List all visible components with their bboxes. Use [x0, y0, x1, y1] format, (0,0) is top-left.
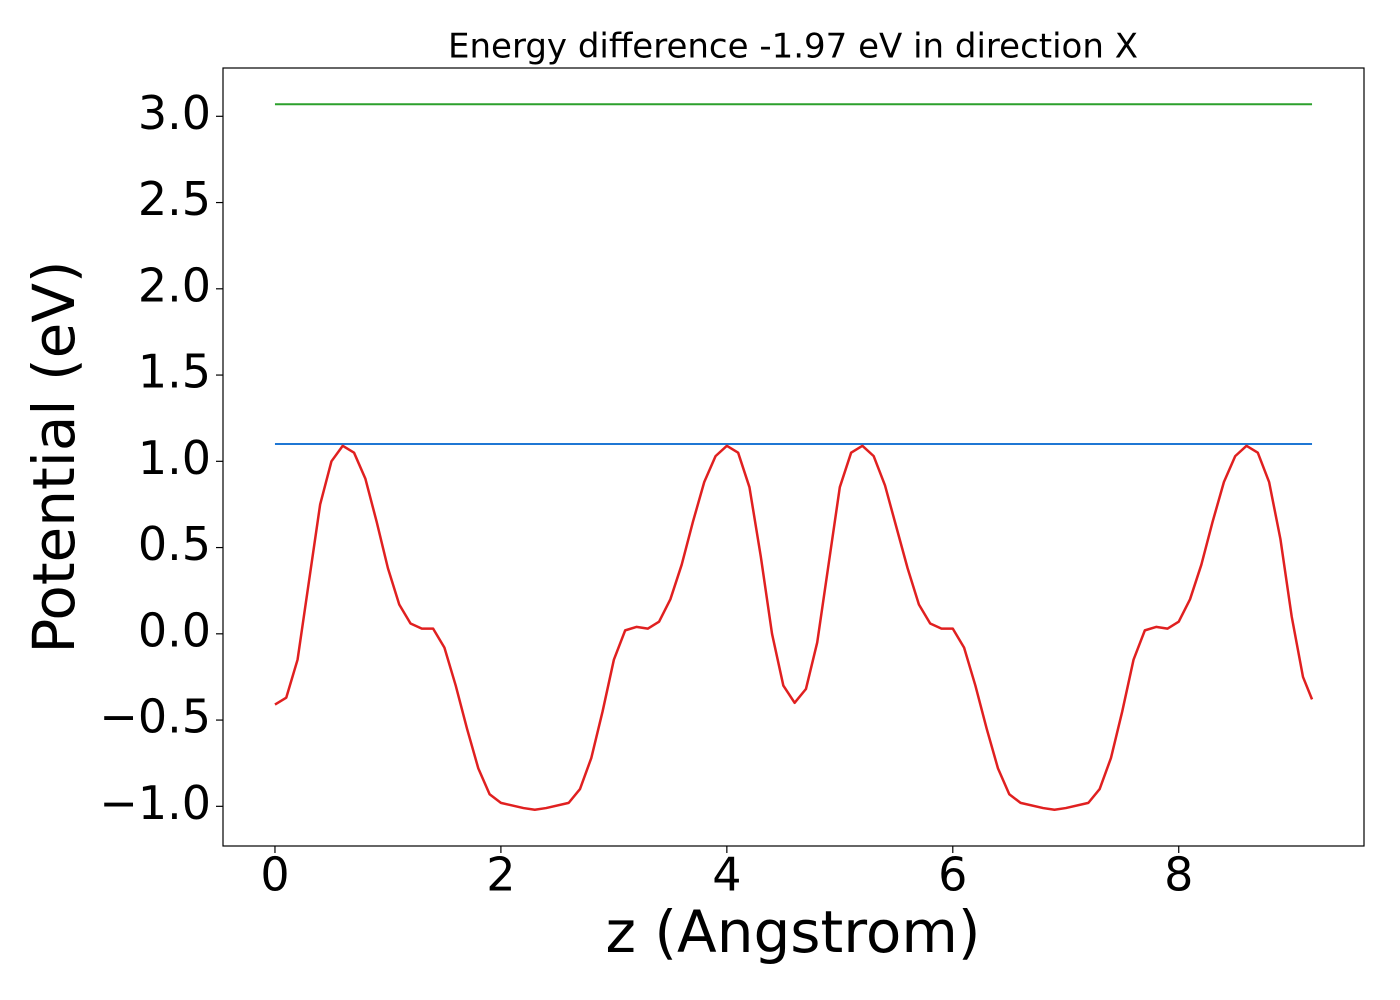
y-tick-label: 2.5 [138, 172, 211, 226]
x-tick-label: 6 [938, 848, 967, 902]
plot-frame [222, 67, 1365, 847]
x-tick-label: 8 [1164, 848, 1193, 902]
y-tick-label: 1.5 [138, 345, 211, 399]
y-tick-label: 2.0 [138, 258, 211, 312]
x-tick-label: 4 [712, 848, 741, 902]
chart-title: Energy difference -1.97 eV in direction … [448, 27, 1138, 67]
y-tick-label: −0.5 [99, 690, 211, 744]
x-tick-label: 0 [260, 848, 289, 902]
y-tick-label: −1.0 [99, 776, 211, 830]
y-axis-label: Potential (eV) [20, 260, 88, 653]
y-tick-label: 3.0 [138, 86, 211, 140]
series-line [274, 444, 1314, 812]
y-tick-label: 0.5 [138, 517, 211, 571]
x-tick-label: 2 [486, 848, 515, 902]
y-tick-label: 1.0 [138, 431, 211, 485]
y-tick-label: 0.0 [138, 603, 211, 657]
x-axis-label: z (Angstrom) [606, 898, 981, 966]
